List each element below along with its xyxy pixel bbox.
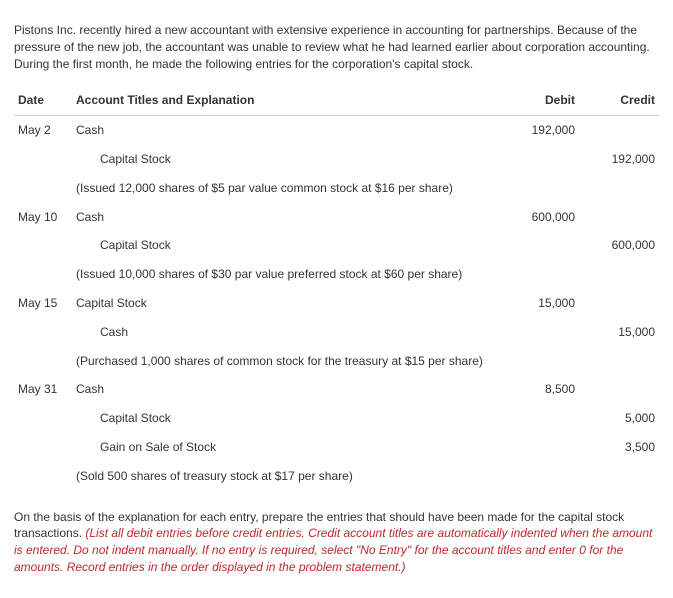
cell-account: Cash (72, 375, 499, 404)
cell-date (14, 318, 72, 347)
cell-credit (579, 260, 659, 289)
col-date: Date (14, 86, 72, 115)
cell-explanation: (Sold 500 shares of treasury stock at $1… (72, 462, 499, 491)
table-row: May 15Capital Stock15,000 (14, 289, 659, 318)
cell-credit: 5,000 (579, 404, 659, 433)
cell-credit (579, 289, 659, 318)
cell-debit: 600,000 (499, 203, 579, 232)
cell-credit (579, 375, 659, 404)
cell-credit: 192,000 (579, 145, 659, 174)
cell-date (14, 347, 72, 376)
table-row: Capital Stock 192,000 (14, 145, 659, 174)
table-row: Capital Stock 600,000 (14, 231, 659, 260)
cell-debit (499, 462, 579, 491)
cell-date (14, 174, 72, 203)
cell-debit: 192,000 (499, 116, 579, 145)
table-row: (Sold 500 shares of treasury stock at $1… (14, 462, 659, 491)
table-row: Gain on Sale of Stock 3,500 (14, 433, 659, 462)
table-row: (Issued 10,000 shares of $30 par value p… (14, 260, 659, 289)
cell-date (14, 462, 72, 491)
cell-account: Cash (72, 203, 499, 232)
cell-date: May 10 (14, 203, 72, 232)
cell-account: Cash (72, 116, 499, 145)
cell-date (14, 231, 72, 260)
table-row: May 2Cash192,000 (14, 116, 659, 145)
footer-instructions: (List all debit entries before credit en… (14, 526, 652, 574)
col-debit: Debit (499, 86, 579, 115)
table-row: Cash 15,000 (14, 318, 659, 347)
cell-explanation: (Issued 12,000 shares of $5 par value co… (72, 174, 499, 203)
cell-account: Gain on Sale of Stock (72, 433, 499, 462)
cell-credit: 600,000 (579, 231, 659, 260)
footer-text: On the basis of the explanation for each… (14, 509, 659, 576)
table-row: May 31Cash8,500 (14, 375, 659, 404)
cell-date (14, 404, 72, 433)
cell-date (14, 260, 72, 289)
table-row: Capital Stock 5,000 (14, 404, 659, 433)
cell-debit (499, 174, 579, 203)
cell-credit: 3,500 (579, 433, 659, 462)
table-row: May 10Cash600,000 (14, 203, 659, 232)
cell-explanation: (Issued 10,000 shares of $30 par value p… (72, 260, 499, 289)
cell-credit (579, 116, 659, 145)
cell-explanation: (Purchased 1,000 shares of common stock … (72, 347, 499, 376)
cell-account: Capital Stock (72, 231, 499, 260)
cell-debit: 8,500 (499, 375, 579, 404)
cell-date: May 15 (14, 289, 72, 318)
cell-debit (499, 433, 579, 462)
cell-date (14, 433, 72, 462)
cell-account: Capital Stock (72, 404, 499, 433)
cell-debit (499, 145, 579, 174)
cell-credit (579, 462, 659, 491)
col-credit: Credit (579, 86, 659, 115)
cell-date: May 2 (14, 116, 72, 145)
cell-debit (499, 318, 579, 347)
intro-text: Pistons Inc. recently hired a new accoun… (14, 22, 659, 72)
table-row: (Purchased 1,000 shares of common stock … (14, 347, 659, 376)
cell-credit (579, 347, 659, 376)
cell-account: Cash (72, 318, 499, 347)
table-row: (Issued 12,000 shares of $5 par value co… (14, 174, 659, 203)
cell-account: Capital Stock (72, 145, 499, 174)
cell-credit: 15,000 (579, 318, 659, 347)
cell-debit (499, 260, 579, 289)
cell-credit (579, 203, 659, 232)
cell-debit (499, 404, 579, 433)
journal-table: Date Account Titles and Explanation Debi… (14, 86, 659, 490)
cell-account: Capital Stock (72, 289, 499, 318)
cell-debit (499, 231, 579, 260)
cell-date (14, 145, 72, 174)
cell-credit (579, 174, 659, 203)
cell-debit: 15,000 (499, 289, 579, 318)
cell-debit (499, 347, 579, 376)
cell-date: May 31 (14, 375, 72, 404)
col-acct: Account Titles and Explanation (72, 86, 499, 115)
